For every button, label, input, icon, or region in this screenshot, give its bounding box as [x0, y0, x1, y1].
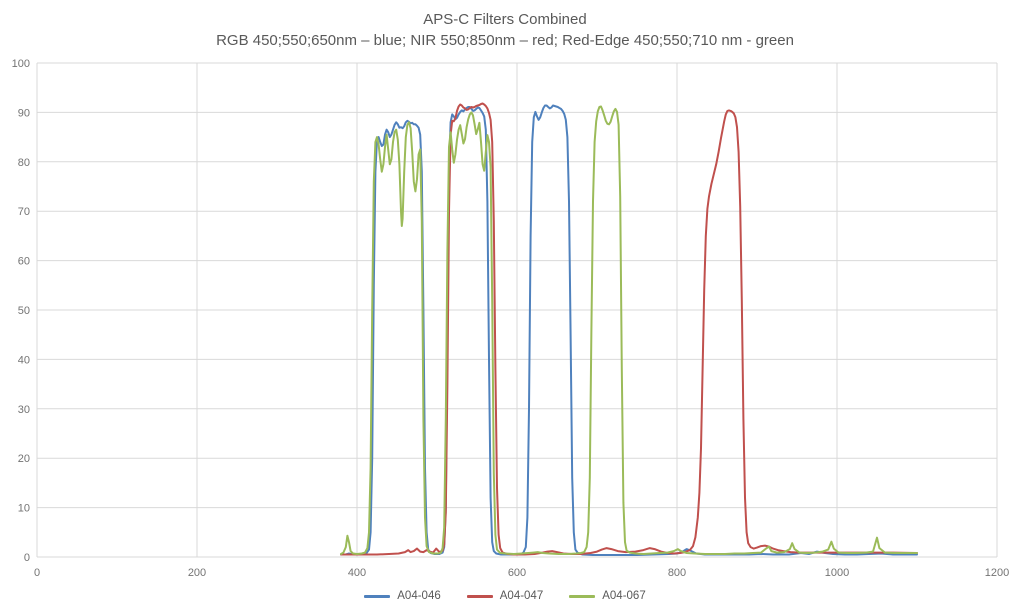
y-tick-label: 50	[18, 305, 30, 317]
y-tick-label: 10	[18, 503, 30, 515]
y-tick-label: 20	[18, 453, 30, 465]
x-tick-label: 600	[508, 567, 526, 579]
legend-label: A04-067	[602, 590, 646, 602]
x-tick-label: 1000	[825, 567, 849, 579]
gridlines	[36, 62, 998, 558]
legend-label: A04-047	[499, 590, 544, 602]
legend-label: A04-046	[397, 590, 441, 602]
legend-item-a04-047: A04-047	[466, 590, 544, 602]
x-tick-label: 800	[668, 567, 686, 579]
y-tick-label: 70	[18, 206, 30, 218]
x-tick-label: 200	[188, 567, 206, 579]
x-tick-label: 400	[348, 567, 366, 579]
chart-subtitle: RGB 450;550;650nm – blue; NIR 550;850nm …	[216, 32, 794, 49]
y-tick-label: 80	[18, 157, 30, 169]
legend-swatch-blue-icon	[364, 594, 391, 598]
legend-swatch-red-icon	[466, 594, 493, 598]
y-tick-label: 60	[18, 256, 30, 268]
legend: A04-046 A04-047 A04-067	[0, 590, 1010, 602]
series-line-A04-047	[340, 102, 918, 556]
y-tick-label: 30	[18, 404, 30, 416]
y-tick-label: 0	[24, 552, 30, 564]
y-tick-label: 40	[18, 354, 30, 366]
x-tick-label: 0	[34, 567, 40, 579]
legend-swatch-green-icon	[569, 594, 596, 598]
series-line-A04-067	[340, 105, 918, 555]
series-line-A04-046	[340, 104, 918, 556]
y-tick-label: 100	[12, 58, 30, 70]
legend-item-a04-046: A04-046	[364, 590, 441, 602]
y-tick-label: 90	[18, 107, 30, 119]
x-tick-label: 1200	[985, 567, 1009, 579]
chart-title: APS-C Filters Combined	[423, 11, 587, 28]
legend-item-a04-067: A04-067	[569, 590, 646, 602]
